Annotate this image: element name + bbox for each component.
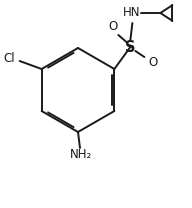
Text: O: O	[149, 57, 158, 69]
Text: HN: HN	[123, 5, 140, 19]
Text: O: O	[109, 20, 118, 32]
Text: NH₂: NH₂	[70, 149, 92, 161]
Text: Cl: Cl	[4, 52, 15, 66]
Text: S: S	[125, 40, 136, 54]
